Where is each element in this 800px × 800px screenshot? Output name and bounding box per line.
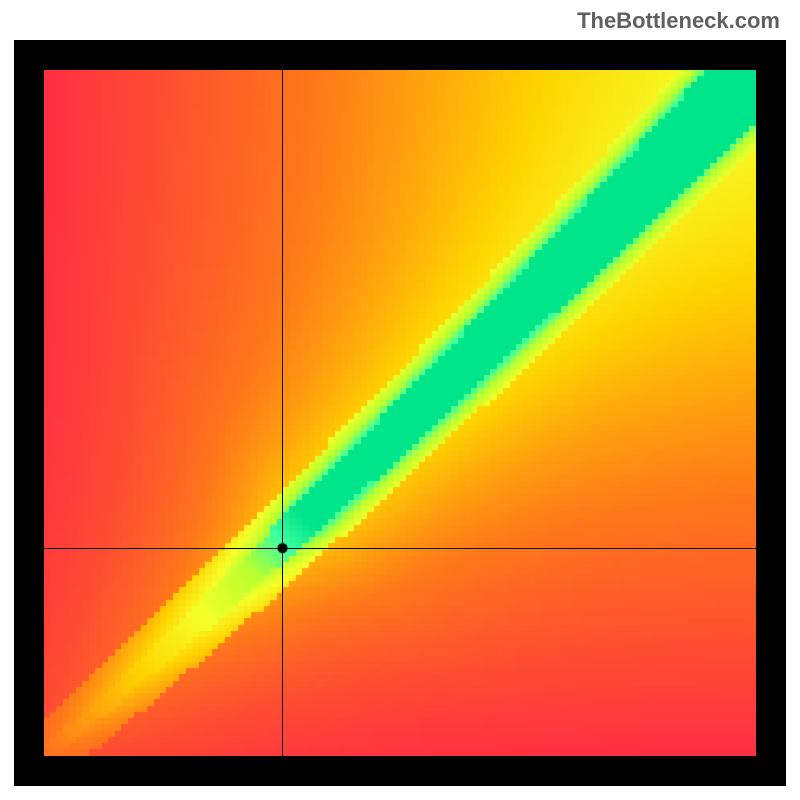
plot-area [44, 70, 756, 756]
root-container: TheBottleneck.com [0, 0, 800, 800]
attribution-text: TheBottleneck.com [577, 8, 780, 34]
crosshair-horizontal [44, 548, 756, 549]
crosshair-vertical [282, 70, 283, 756]
heatmap-canvas [44, 70, 756, 756]
